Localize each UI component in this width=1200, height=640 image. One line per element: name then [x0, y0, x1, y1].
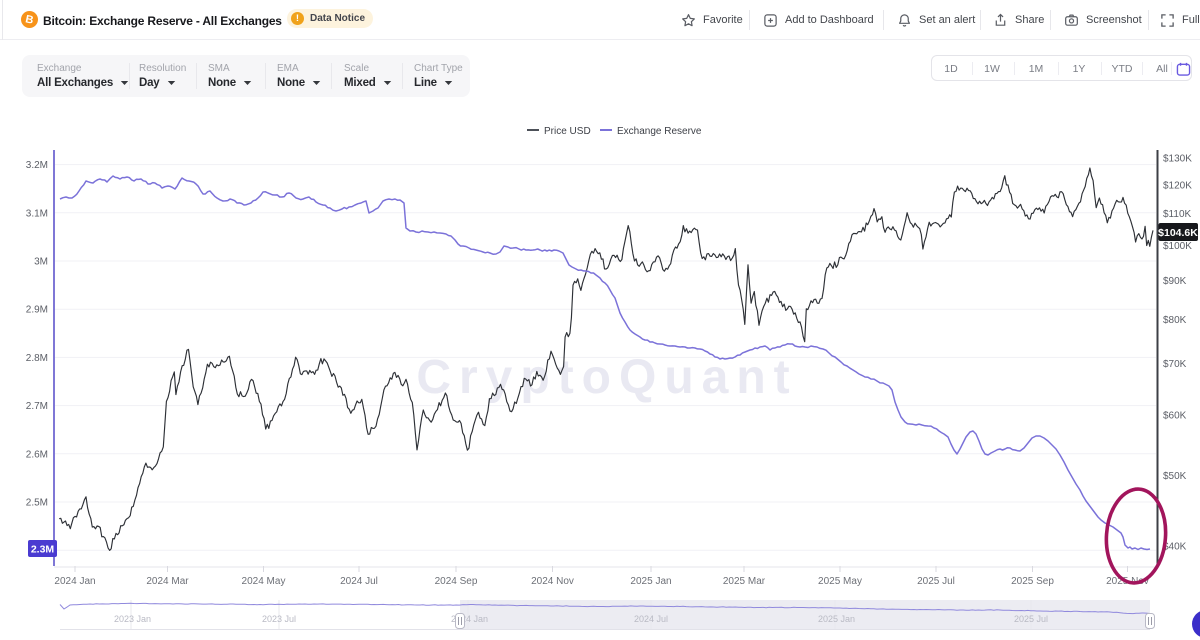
svg-text:2.9M: 2.9M: [26, 305, 48, 316]
svg-text:$104.6K: $104.6K: [1158, 227, 1198, 239]
svg-text:2024 Jan: 2024 Jan: [451, 614, 488, 624]
svg-text:2024 Mar: 2024 Mar: [146, 576, 189, 587]
svg-text:CryptoQuant: CryptoQuant: [416, 351, 797, 404]
svg-text:2025 Jul: 2025 Jul: [917, 576, 955, 587]
svg-text:$60K: $60K: [1163, 410, 1187, 421]
svg-text:2025 May: 2025 May: [818, 576, 862, 587]
svg-text:2025 Mar: 2025 Mar: [723, 576, 766, 587]
svg-text:$80K: $80K: [1163, 315, 1187, 326]
svg-text:2023 Jul: 2023 Jul: [262, 614, 296, 624]
svg-text:2024 Sep: 2024 Sep: [435, 576, 478, 587]
svg-text:Exchange Reserve: Exchange Reserve: [617, 126, 702, 137]
svg-text:3.2M: 3.2M: [26, 160, 48, 171]
svg-text:$120K: $120K: [1163, 180, 1192, 191]
svg-text:2024 Jul: 2024 Jul: [634, 614, 668, 624]
svg-text:2025 Sep: 2025 Sep: [1011, 576, 1054, 587]
svg-text:$70K: $70K: [1163, 359, 1187, 370]
svg-text:2.8M: 2.8M: [26, 353, 48, 364]
svg-text:$50K: $50K: [1163, 471, 1187, 482]
svg-text:2023 Jan: 2023 Jan: [114, 614, 151, 624]
svg-text:2025 Jan: 2025 Jan: [630, 576, 671, 587]
svg-text:2025 Jan: 2025 Jan: [818, 614, 855, 624]
svg-text:$130K: $130K: [1163, 154, 1192, 165]
svg-text:Price USD: Price USD: [544, 126, 591, 137]
svg-text:2.7M: 2.7M: [26, 401, 48, 412]
svg-text:3M: 3M: [34, 257, 48, 268]
svg-text:2.5M: 2.5M: [26, 498, 48, 509]
svg-text:$110K: $110K: [1163, 209, 1192, 220]
svg-text:2024 Jan: 2024 Jan: [54, 576, 95, 587]
svg-text:3.1M: 3.1M: [26, 208, 48, 219]
svg-text:2.6M: 2.6M: [26, 449, 48, 460]
svg-text:$40K: $40K: [1163, 542, 1187, 553]
svg-text:$100K: $100K: [1163, 241, 1192, 252]
svg-text:2024 Nov: 2024 Nov: [531, 576, 574, 587]
svg-text:2025 Jul: 2025 Jul: [1014, 614, 1048, 624]
svg-text:2024 May: 2024 May: [242, 576, 286, 587]
svg-text:2024 Jul: 2024 Jul: [340, 576, 378, 587]
svg-text:$90K: $90K: [1163, 276, 1187, 287]
svg-text:2.3M: 2.3M: [31, 544, 55, 556]
